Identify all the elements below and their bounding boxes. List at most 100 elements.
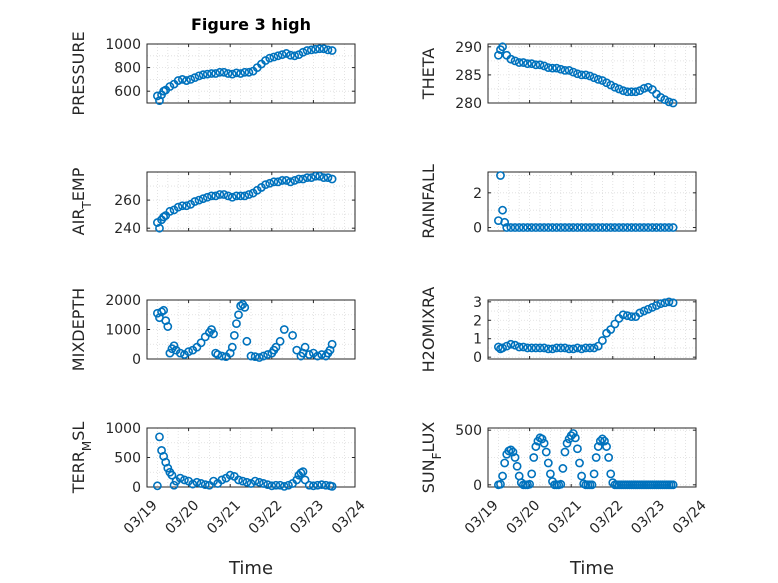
- data-point: [606, 325, 616, 334]
- chart-panel-pressure: 600 800 1000 PRESSURE: [69, 31, 356, 116]
- data-point: [317, 480, 327, 490]
- data-point: [271, 342, 281, 352]
- data-point: [236, 69, 245, 78]
- data-point: [304, 480, 314, 490]
- data-point: [552, 223, 562, 232]
- data-point: [602, 223, 611, 232]
- data-point: [242, 477, 252, 487]
- data-point: [525, 479, 534, 489]
- data-point: [523, 59, 532, 69]
- data-point: [155, 223, 164, 233]
- data-point: [169, 341, 179, 351]
- data-point: [240, 67, 250, 77]
- data-point: [560, 223, 570, 232]
- data-point: [190, 73, 200, 83]
- data-point: [548, 223, 557, 232]
- x-axis-label: Time: [228, 558, 273, 579]
- y-tick-label: 500: [455, 423, 482, 439]
- data-point: [219, 67, 229, 77]
- data-point: [198, 70, 208, 80]
- data-point: [265, 178, 275, 188]
- data-point: [238, 476, 248, 486]
- data-point: [244, 190, 254, 199]
- data-point: [213, 350, 223, 359]
- data-point: [232, 68, 241, 78]
- data-point: [593, 223, 603, 232]
- data-point: [250, 352, 260, 362]
- data-point: [225, 470, 235, 480]
- data-point: [529, 453, 539, 462]
- data-point: [543, 458, 553, 468]
- data-point: [552, 63, 562, 73]
- data-point: [598, 434, 607, 444]
- data-point: [275, 336, 285, 346]
- data-point: [591, 453, 601, 462]
- x-tick-label: 03/22: [587, 497, 627, 537]
- y-tick-label: 2: [473, 186, 482, 202]
- data-point: [500, 458, 510, 468]
- data-point: [159, 305, 169, 315]
- data-point: [327, 339, 337, 349]
- data-point: [508, 447, 518, 457]
- data-point: [302, 46, 312, 55]
- data-point: [200, 332, 210, 342]
- data-point: [546, 469, 555, 479]
- data-point: [541, 447, 551, 457]
- data-point: [286, 50, 295, 60]
- y-tick-label: 0: [132, 352, 141, 368]
- data-point: [308, 481, 318, 491]
- data-point: [198, 194, 208, 204]
- data-point: [606, 469, 616, 479]
- data-point: [556, 479, 566, 489]
- data-point: [543, 344, 553, 354]
- data-point: [652, 223, 661, 232]
- data-point: [234, 475, 243, 485]
- data-point: [498, 343, 507, 353]
- data-point: [323, 173, 333, 183]
- x-tick-label: 03/21: [545, 497, 585, 537]
- data-point: [192, 477, 202, 487]
- data-point: [639, 306, 649, 316]
- data-point: [161, 211, 171, 220]
- y-tick-label: 2000: [105, 293, 141, 309]
- data-point: [327, 174, 337, 184]
- data-point: [269, 52, 279, 62]
- ylabel-part: TERR: [69, 451, 88, 494]
- data-point: [577, 70, 586, 80]
- data-point: [589, 73, 599, 83]
- data-point: [556, 343, 566, 353]
- data-point: [600, 436, 609, 446]
- data-point: [304, 350, 314, 359]
- data-point: [506, 339, 516, 349]
- y-tick-label: 1000: [105, 421, 141, 437]
- data-point: [227, 192, 237, 202]
- ylabel-subscript: M: [80, 441, 94, 451]
- chart-panel-sun-flux: 0 500 03/19 03/20 03/21 03/22 03/23 03/24 Time SU…: [419, 422, 710, 579]
- data-point: [514, 342, 524, 352]
- data-point: [500, 217, 510, 227]
- y-tick-label: 285: [455, 68, 482, 84]
- data-point: [568, 429, 578, 438]
- data-point: [273, 51, 283, 61]
- data-point: [298, 174, 308, 184]
- data-point: [313, 351, 322, 361]
- data-point: [234, 310, 243, 320]
- x-tick-label: 03/19: [462, 497, 502, 537]
- data-point: [323, 45, 333, 55]
- data-point: [269, 177, 279, 187]
- data-point: [184, 347, 193, 357]
- data-point: [512, 461, 522, 471]
- data-point: [510, 340, 520, 350]
- data-point: [652, 301, 661, 310]
- data-point: [292, 475, 302, 485]
- data-point: [589, 223, 599, 232]
- y-tick-label: 1000: [105, 323, 141, 339]
- y-axis-label: RAINFALL: [419, 164, 438, 239]
- data-point: [573, 343, 582, 353]
- data-point: [660, 298, 670, 308]
- data-point: [227, 342, 237, 352]
- data-point: [294, 174, 304, 184]
- data-point: [502, 341, 512, 351]
- data-point: [163, 322, 173, 331]
